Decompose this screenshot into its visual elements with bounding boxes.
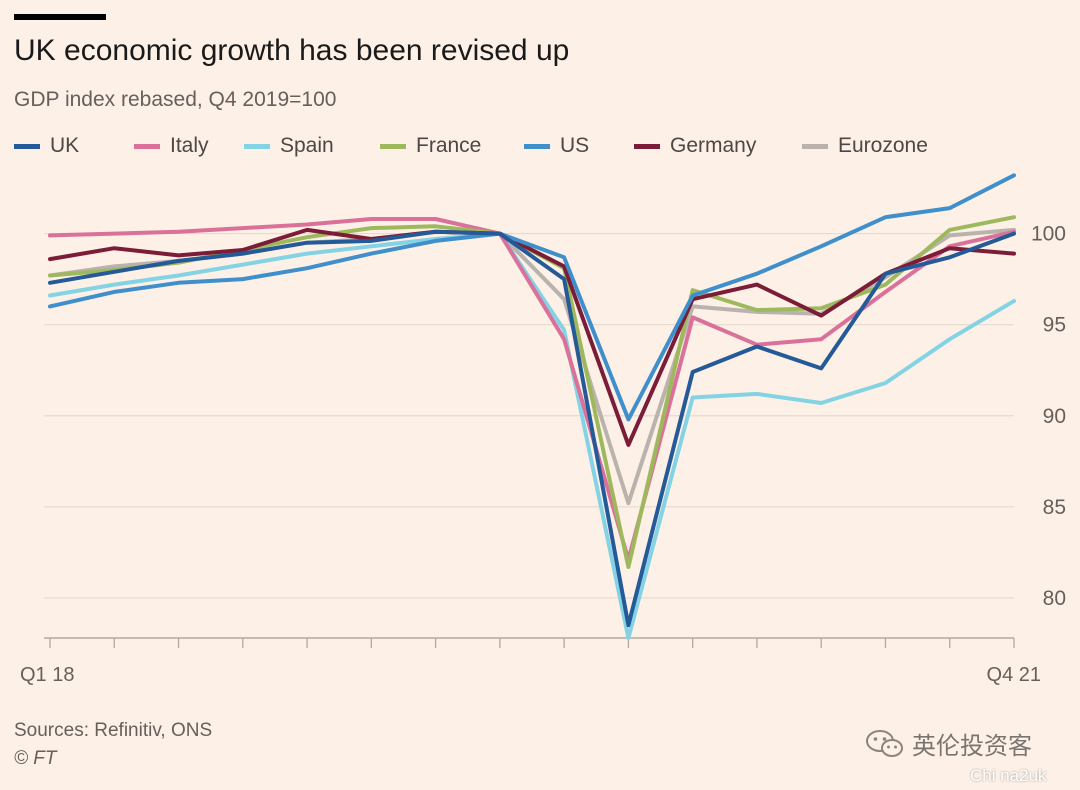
legend-label: UK [50, 134, 80, 157]
series-line-spain [48, 231, 1016, 640]
wechat-icon [866, 729, 904, 759]
legend-label: Spain [280, 134, 334, 157]
sources-note: Sources: Refinitiv, ONS [14, 720, 213, 741]
legend-item-eurozone: Eurozone [802, 134, 928, 158]
y-tick-label: 90 [1043, 405, 1066, 428]
series-line-france [48, 215, 1016, 569]
legend-item-spain: Spain [244, 134, 334, 158]
watermark-text-secondary: Chi na2uk [970, 766, 1047, 785]
legend-swatch [634, 143, 660, 149]
y-tick-label: 95 [1043, 314, 1066, 337]
legend-item-uk: UK [14, 134, 79, 158]
watermark-text: 英伦投资客 [912, 732, 1032, 760]
legend-label: Germany [670, 134, 757, 157]
series-line-germany [48, 227, 1016, 447]
legend-label: Italy [170, 134, 209, 157]
series-line-italy [48, 217, 1016, 562]
legend-swatch [134, 143, 160, 149]
legend-swatch [244, 143, 270, 149]
series-line-uk [48, 229, 1016, 628]
legend-swatch [524, 143, 550, 149]
y-tick-label: 80 [1043, 587, 1066, 610]
chart-title: UK economic growth has been revised up [14, 34, 570, 67]
legend-item-france: France [380, 134, 481, 158]
legend-swatch [380, 143, 406, 149]
chart-subtitle: GDP index rebased, Q4 2019=100 [14, 88, 337, 111]
legend-swatch [14, 143, 40, 149]
chart-legend: UK Italy Spain France US Germany Eurozone [14, 134, 1074, 162]
legend-label: US [560, 134, 590, 157]
header-rule [14, 14, 106, 20]
x-tick-label: Q4 21 [987, 664, 1041, 686]
legend-item-italy: Italy [134, 134, 209, 158]
watermark: 英伦投资客 [866, 726, 1032, 761]
legend-item-us: US [524, 134, 589, 158]
legend-swatch [802, 143, 828, 149]
legend-label: Eurozone [838, 134, 928, 157]
legend-item-germany: Germany [634, 134, 756, 158]
y-tick-label: 100 [1031, 223, 1066, 246]
y-tick-label: 85 [1043, 496, 1066, 519]
x-tick-label: Q1 18 [20, 664, 74, 686]
copyright-note: © FT [14, 748, 57, 769]
legend-label: France [416, 134, 482, 157]
series-line-us [48, 173, 1016, 422]
